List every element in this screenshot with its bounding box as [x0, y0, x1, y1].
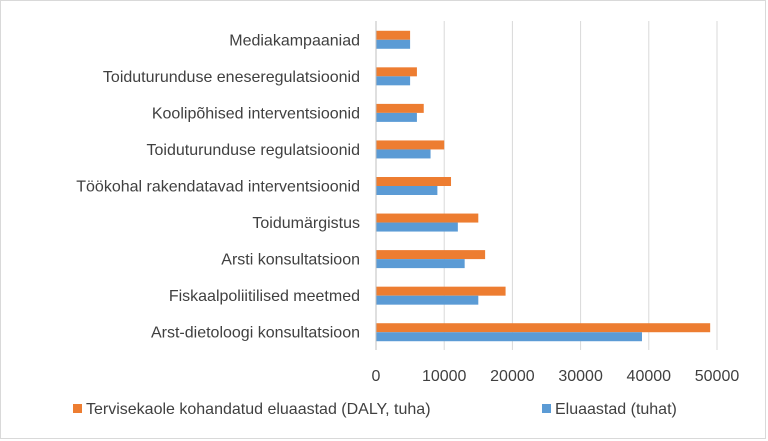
category-labels: Mediakampaaniad Toiduturunduse eneseregul…: [76, 32, 360, 341]
category-label-6: Arsti konsultatsioon: [221, 252, 360, 269]
bar-s0-c8: [376, 323, 711, 333]
x-tick-labels: 0 10000 20000 30000 40000 50000: [372, 368, 740, 385]
category-label-2: Koolipõhised interventsioonid: [152, 105, 360, 122]
bar-s1-c3: [376, 149, 431, 159]
category-label-3: Toiduturunduse regulatsioonid: [147, 142, 360, 159]
bar-s0-c2: [376, 103, 424, 113]
bar-s0-c4: [376, 177, 452, 186]
x-tick-label-1: 10000: [422, 368, 467, 385]
bar-s1-c2: [376, 112, 417, 122]
bar-s1-c0: [376, 39, 411, 49]
bar-s0-c7: [376, 286, 506, 296]
bar-s1-c8: [376, 332, 642, 342]
bar-s1-c6: [376, 259, 465, 269]
x-tick-label-0: 0: [372, 368, 381, 385]
category-label-7: Fiskaalpoliitilised meetmed: [169, 288, 360, 305]
bar-s0-c3: [376, 140, 445, 150]
bar-s1-c4: [376, 186, 438, 195]
category-label-4: Töökohal rakendatavad interventsioonid: [76, 179, 360, 196]
x-tick-label-5: 50000: [695, 368, 740, 385]
bar-s1-c5: [376, 222, 458, 232]
category-label-0: Mediakampaaniad: [229, 32, 360, 49]
legend-label-eluaastad: Eluaastad (tuhat): [555, 401, 677, 418]
bar-s0-c1: [376, 67, 417, 77]
bars: [375, 21, 711, 350]
category-label-1: Toiduturunduse eneseregulatsioonid: [103, 69, 360, 86]
bar-s0-c0: [376, 30, 411, 40]
legend: Tervisekaole kohandatud eluaastad (DALY,…: [73, 401, 677, 418]
x-tick-label-3: 30000: [558, 368, 603, 385]
bar-s1-c1: [376, 76, 411, 86]
x-tick-label-2: 20000: [490, 368, 535, 385]
bar-s0-c6: [376, 250, 486, 260]
x-tick-label-4: 40000: [627, 368, 672, 385]
legend-swatch-daly: [73, 404, 82, 413]
category-label-8: Arst-dietoloogi konsultatsioon: [151, 325, 360, 342]
category-label-5: Toidumärgistus: [252, 215, 360, 232]
bar-s1-c7: [376, 295, 479, 305]
legend-swatch-eluaastad: [542, 404, 551, 413]
legend-label-daly: Tervisekaole kohandatud eluaastad (DALY,…: [86, 401, 431, 418]
bar-s0-c5: [376, 213, 479, 223]
